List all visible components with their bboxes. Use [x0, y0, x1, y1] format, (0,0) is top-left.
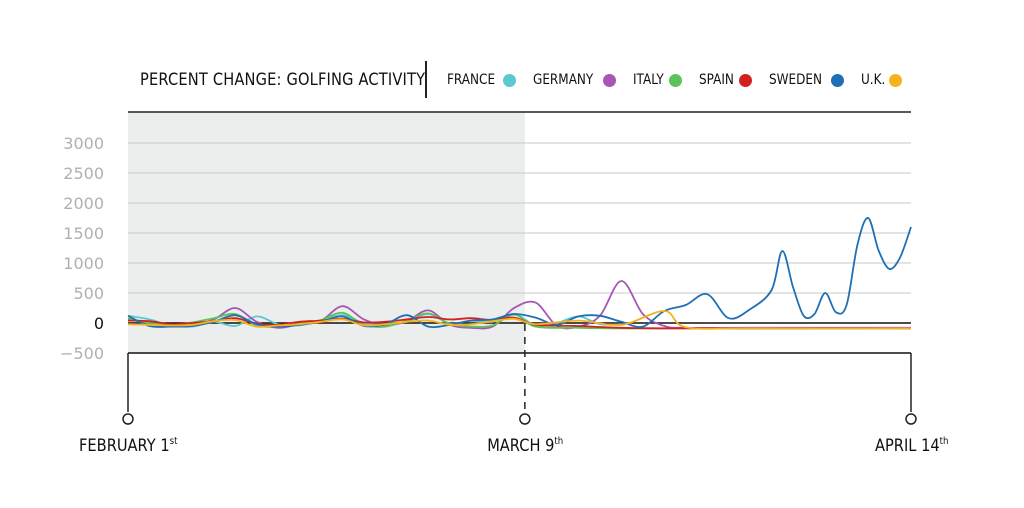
legend-label: SWEDEN	[769, 72, 823, 88]
legend: FRANCE GERMANY ITALY SPAIN SWEDEN U.K.	[447, 68, 919, 92]
legend-item-germany: GERMANY	[533, 72, 616, 88]
legend-item-sweden: SWEDEN	[769, 72, 844, 88]
legend-item-france: FRANCE	[447, 72, 516, 88]
date-label-text: FEBRUARY 1	[78, 436, 170, 456]
date-label-suffix: th	[554, 436, 564, 447]
legend-label: ITALY	[633, 72, 664, 88]
y-tick-label: 1500	[63, 224, 104, 243]
legend-item-spain: SPAIN	[699, 72, 753, 88]
legend-item-italy: ITALY	[633, 72, 682, 88]
date-marker-circle	[519, 413, 531, 425]
series-line-u-k	[127, 310, 912, 330]
date-marker-circle	[122, 413, 134, 425]
date-label-text: MARCH 9	[487, 436, 555, 456]
date-marker-circle	[905, 413, 917, 425]
y-tick-label: 2500	[63, 164, 104, 183]
header-divider	[425, 61, 427, 98]
y-tick-label: 3000	[63, 134, 104, 153]
legend-swatch	[502, 73, 516, 87]
date-label: APRIL 14th	[874, 436, 948, 456]
date-label: FEBRUARY 1st	[79, 436, 178, 456]
date-label-suffix: th	[939, 436, 949, 447]
legend-label: GERMANY	[532, 72, 594, 88]
y-tick-label: 2000	[63, 194, 104, 213]
y-tick-label: 0	[94, 314, 104, 333]
date-label-suffix: st	[169, 436, 178, 447]
date-label-text: APRIL 14	[874, 436, 940, 456]
series-line-italy	[127, 311, 911, 330]
date-label: MARCH 9th	[487, 436, 563, 456]
series-line-sweden	[127, 217, 912, 329]
legend-swatch	[668, 73, 682, 87]
legend-swatch	[603, 73, 616, 87]
y-tick-label: 1000	[63, 254, 104, 273]
y-tick-label: 500	[73, 284, 104, 303]
legend-swatch	[830, 73, 844, 87]
legend-item-u-k: U.K.	[860, 72, 903, 88]
legend-label: U.K.	[860, 72, 886, 88]
legend-swatch	[739, 73, 753, 87]
y-tick-label: −500	[60, 344, 104, 363]
legend-swatch	[889, 73, 903, 87]
legend-label: FRANCE	[447, 72, 496, 88]
legend-label: SPAIN	[698, 72, 734, 88]
chart-title: PERCENT CHANGE: GOLFING ACTIVITY	[140, 70, 426, 90]
